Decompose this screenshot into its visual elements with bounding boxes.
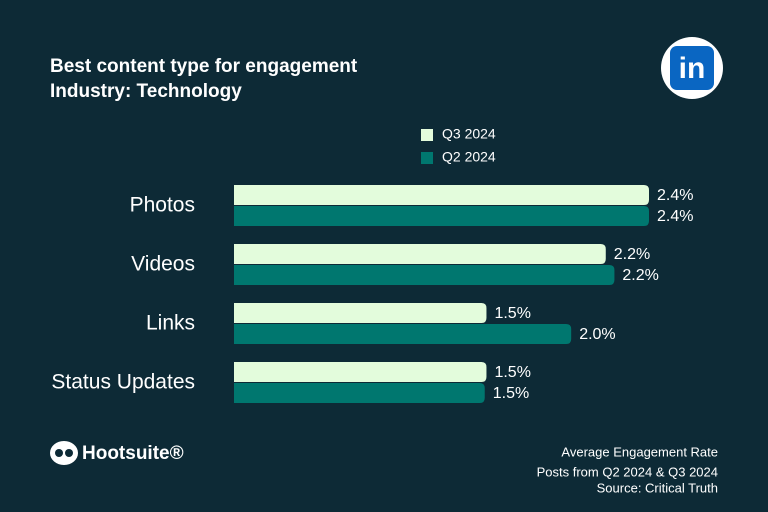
owl-eye <box>65 449 73 457</box>
value-label: 2.2% <box>622 267 658 284</box>
linkedin-logo: in <box>661 37 723 99</box>
legend-label: Q3 2024 <box>442 126 496 142</box>
owl-icon <box>50 441 78 465</box>
logo-square <box>670 46 714 90</box>
legend-swatch <box>421 129 433 141</box>
hootsuite-logo: Hootsuite® <box>50 441 184 465</box>
bar <box>234 244 606 264</box>
legend-label: Q2 2024 <box>442 149 496 165</box>
brand-name: Hootsuite® <box>82 443 184 464</box>
category-label: Links <box>146 312 195 335</box>
bar <box>234 265 615 285</box>
source: Source: Critical Truth <box>597 480 718 495</box>
bar <box>234 185 649 205</box>
bar <box>234 362 487 382</box>
bar <box>234 383 485 403</box>
chart-subtitle: Industry: Technology <box>50 81 242 102</box>
owl-eye <box>55 449 63 457</box>
value-label: 2.2% <box>614 246 650 263</box>
value-label: 1.5% <box>493 385 529 402</box>
value-label: 2.4% <box>657 208 693 225</box>
value-label: 2.4% <box>657 187 693 204</box>
legend-swatch <box>421 152 433 164</box>
category-label: Photos <box>130 194 195 217</box>
x-axis-label: Average Engagement Rate <box>561 444 718 459</box>
bar <box>234 206 649 226</box>
logo-text: in <box>679 52 706 85</box>
bar <box>234 324 572 344</box>
note: Posts from Q2 2024 & Q3 2024 <box>537 464 718 479</box>
value-label: 1.5% <box>494 364 530 381</box>
chart-title: Best content type for engagement <box>50 56 358 77</box>
value-label: 2.0% <box>579 326 615 343</box>
bar <box>234 303 487 323</box>
value-label: 1.5% <box>494 305 530 322</box>
category-label: Status Updates <box>51 371 195 394</box>
category-label: Videos <box>131 253 195 276</box>
